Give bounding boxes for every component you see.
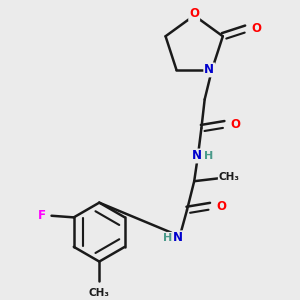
Text: O: O <box>230 118 240 131</box>
Text: N: N <box>204 63 214 76</box>
Text: H: H <box>163 233 172 243</box>
Text: N: N <box>191 149 202 163</box>
Text: CH₃: CH₃ <box>219 172 240 182</box>
Text: O: O <box>216 200 226 213</box>
Text: O: O <box>252 22 262 35</box>
Text: H: H <box>204 151 213 161</box>
Text: N: N <box>173 231 183 244</box>
Text: F: F <box>38 209 46 222</box>
Text: CH₃: CH₃ <box>89 288 110 298</box>
Text: O: O <box>189 7 199 20</box>
